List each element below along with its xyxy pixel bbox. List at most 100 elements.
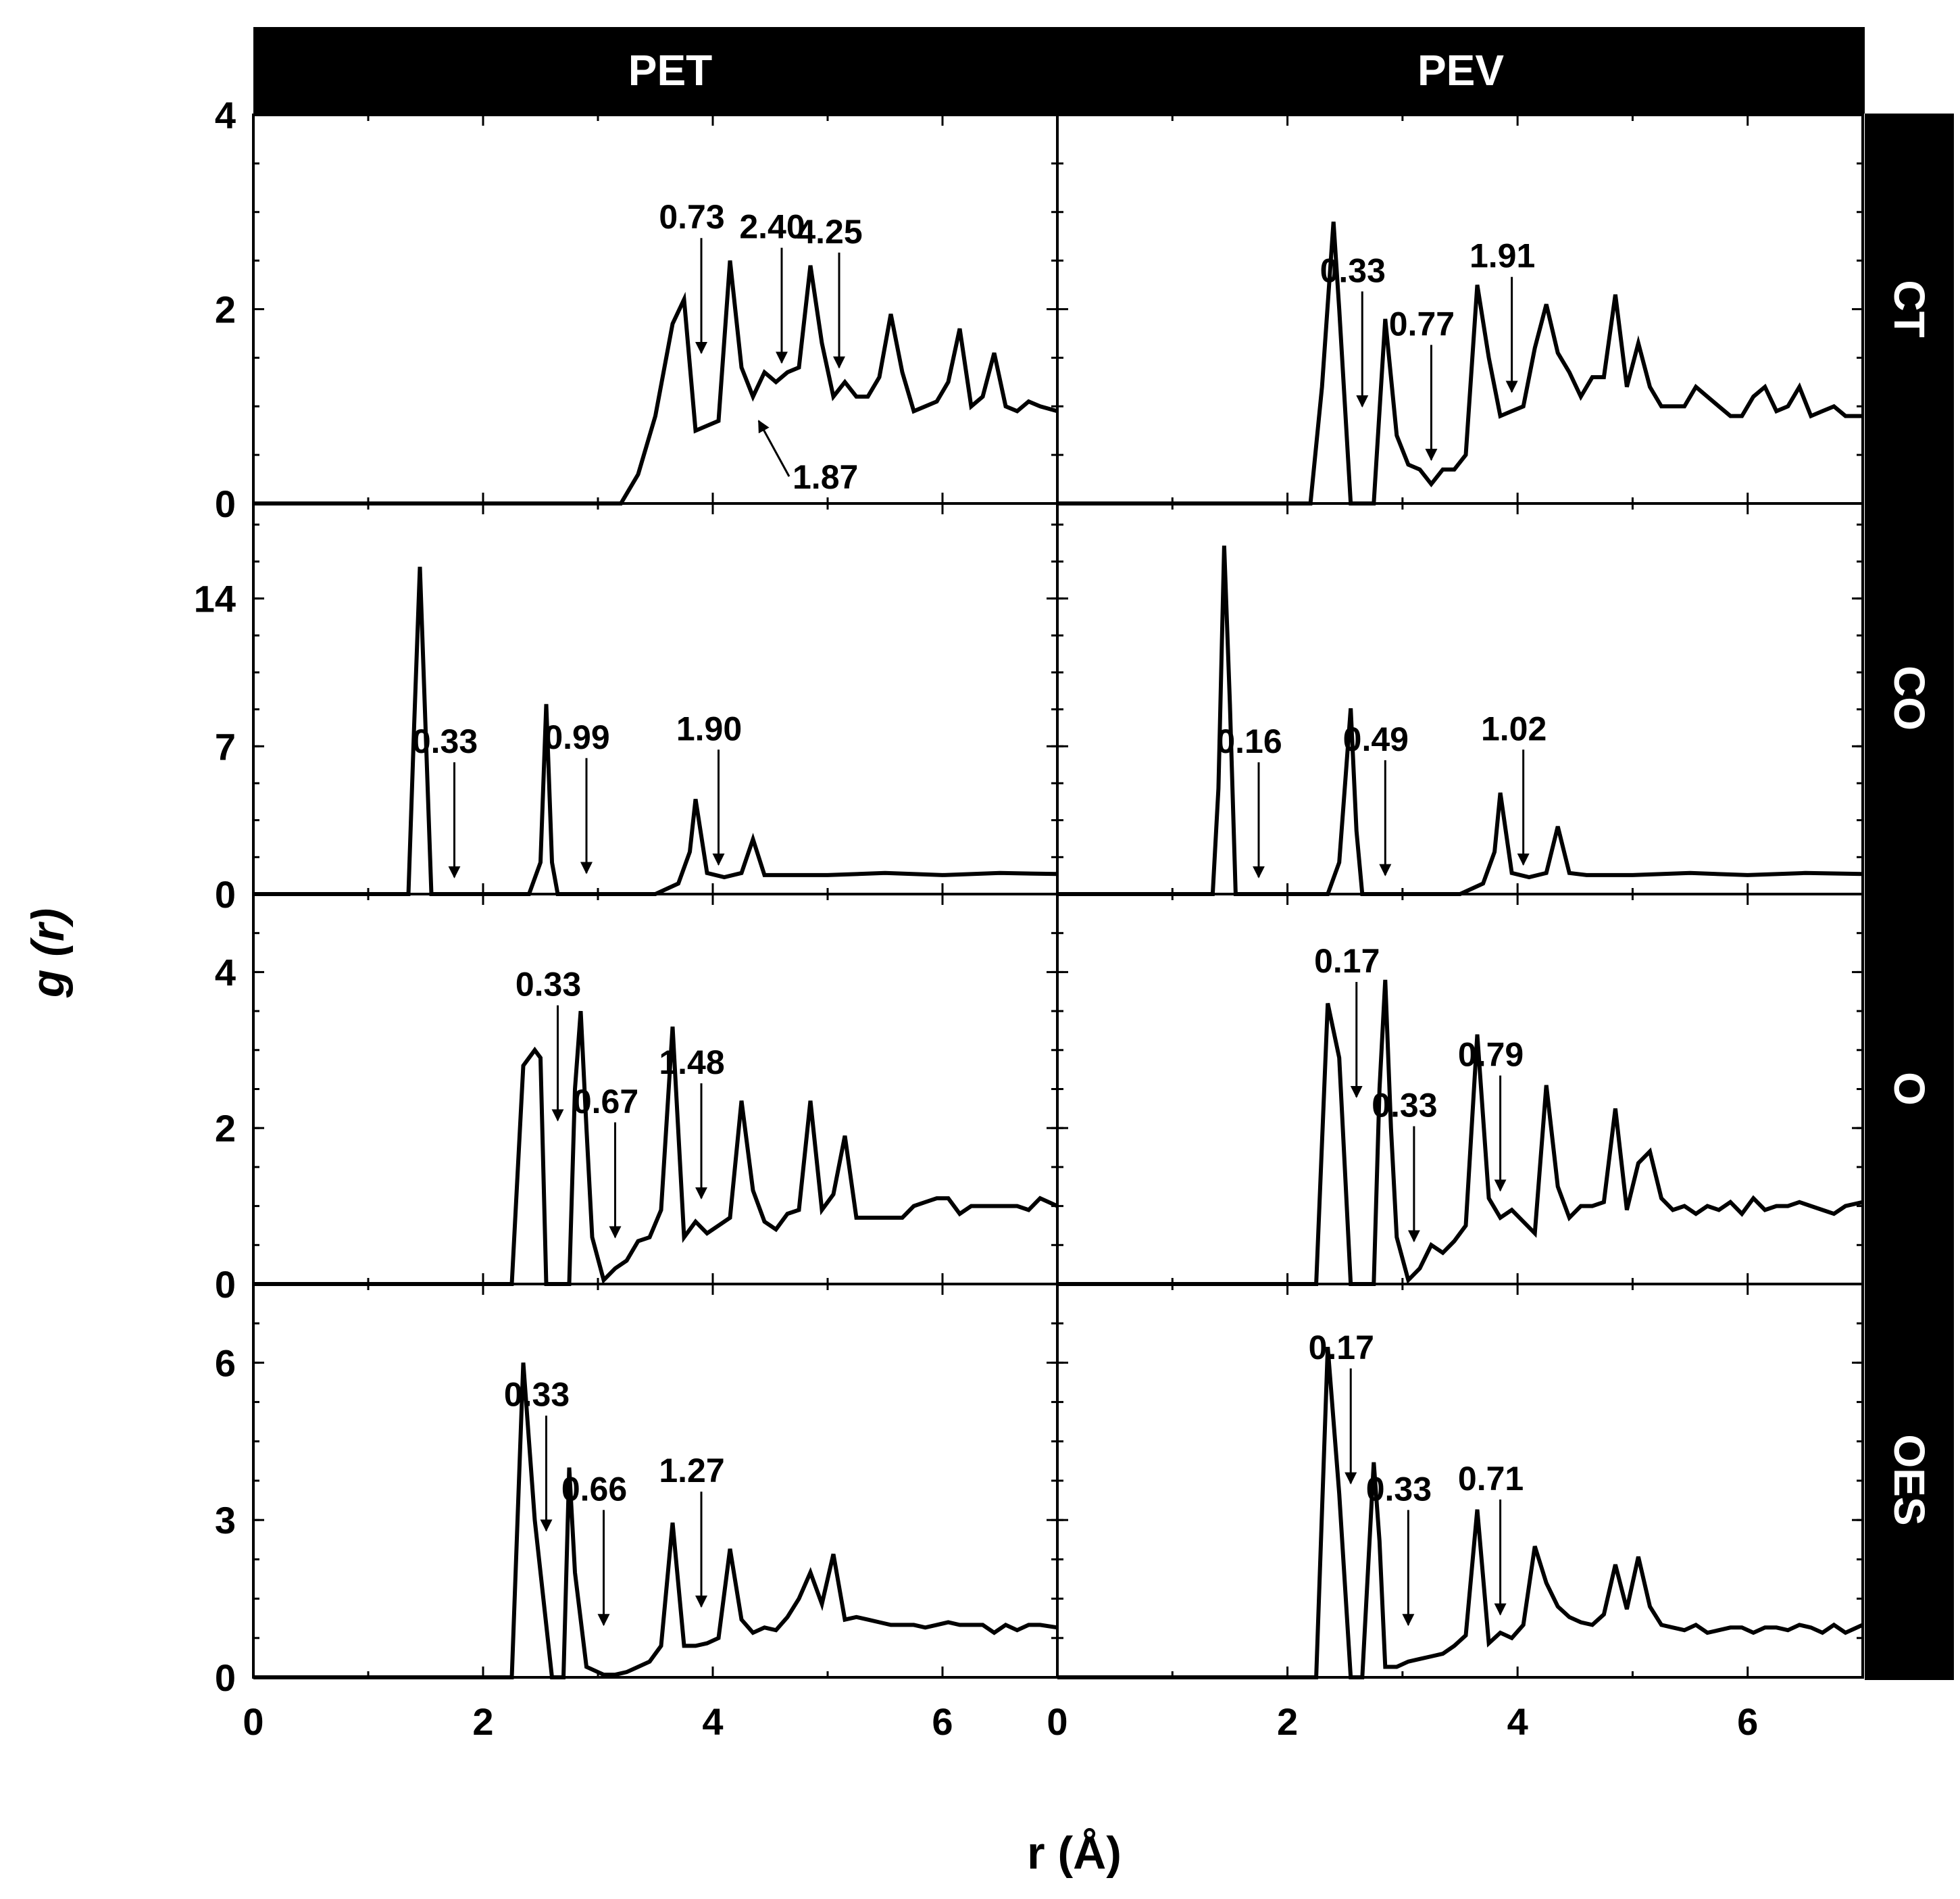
annotation: 0.73 — [659, 198, 725, 354]
annotation: 0.33 — [1366, 1470, 1432, 1627]
annotation-label: 1.02 — [1481, 710, 1547, 747]
y-tick-label: 2 — [215, 289, 236, 331]
annotation: 0.33 — [504, 1376, 570, 1532]
annotation-label: 4.25 — [797, 213, 862, 251]
annotation-label: 0.77 — [1389, 305, 1455, 343]
panel-pev-co: 0.16 0.49 1.02 — [1056, 502, 1864, 896]
y-tick-label: 0 — [215, 1263, 236, 1306]
annotation: 0.17 — [1309, 1329, 1374, 1485]
annotation: 0.17 — [1314, 942, 1380, 1098]
annotation: 1.48 — [659, 1043, 725, 1200]
x-tick-label: 2 — [472, 1700, 493, 1743]
annotation: 0.99 — [544, 718, 610, 874]
panel-pev-o: 0.17 0.33 0.79 — [1056, 893, 1864, 1286]
annotation: 0.33 — [1320, 251, 1386, 408]
annotation: 0.79 — [1458, 1036, 1524, 1192]
annotation-arrow — [757, 420, 790, 477]
panel-pet-oes: 0 3 6 0 2 4 6 0.33 0.66 1.27 — [215, 1283, 1059, 1743]
row-header-ct-group: CT — [1885, 280, 1934, 337]
x-tick-label: 6 — [932, 1700, 953, 1743]
annotation-label: 0.33 — [412, 722, 478, 760]
y-tick-label: 0 — [215, 483, 236, 525]
rdf-curve — [253, 1362, 1058, 1679]
annotation: 4.25 — [797, 213, 863, 369]
x-tick-label: 4 — [702, 1700, 723, 1743]
annotation-label: 0.33 — [1372, 1087, 1437, 1125]
panel-pet-ct: 0 2 4 0.73 2.404.25 1.87 — [215, 94, 1059, 525]
annotation: 0.66 — [561, 1470, 627, 1627]
y-tick-label: 0 — [215, 873, 236, 916]
annotation-label: 0.71 — [1458, 1460, 1524, 1498]
annotation: 0.71 — [1458, 1460, 1524, 1616]
annotation: 1.87 — [757, 420, 858, 496]
rdf-curve — [1057, 221, 1863, 505]
x-tick-label: 0 — [243, 1700, 263, 1743]
rdf-curve — [1057, 1346, 1864, 1679]
row-header-strip — [1865, 114, 1954, 1680]
annotation: 0.49 — [1343, 720, 1409, 877]
annotation-label: 0.16 — [1216, 722, 1282, 760]
annotation-label: 0.99 — [544, 718, 609, 756]
row-header-co: CO — [1885, 666, 1934, 731]
row-header-oes-group: OES — [1885, 1434, 1934, 1525]
y-tick-label: 0 — [215, 1656, 236, 1699]
x-tick-label: 2 — [1277, 1700, 1298, 1743]
x-tick-label: 0 — [1047, 1700, 1067, 1743]
annotation: 0.67 — [573, 1083, 638, 1239]
annotation-label: 0.33 — [504, 1376, 570, 1414]
column-header-pev: PEV — [1417, 46, 1504, 95]
y-tick-label: 4 — [215, 951, 236, 993]
annotation: 0.33 — [516, 966, 581, 1122]
rdf-curve — [1057, 979, 1863, 1286]
y-tick-label: 4 — [215, 94, 236, 137]
y-tick-label: 14 — [194, 578, 236, 620]
annotation: 2.40 — [739, 208, 805, 364]
y-tick-label: 3 — [215, 1499, 236, 1542]
y-tick-label: 2 — [215, 1107, 236, 1150]
row-header-ct: CT — [1885, 280, 1934, 337]
column-header-pet: PET — [628, 46, 712, 95]
y-tick-label: 7 — [215, 725, 236, 768]
annotation-label: 0.73 — [659, 198, 724, 236]
annotation-label: 0.49 — [1343, 720, 1409, 758]
annotation: 1.91 — [1469, 237, 1535, 393]
row-header-co-group: CO — [1885, 666, 1934, 731]
annotation-label: 0.67 — [573, 1083, 638, 1120]
annotation: 0.77 — [1389, 305, 1455, 462]
annotation-label: 0.33 — [1320, 251, 1386, 289]
x-tick-label: 6 — [1737, 1700, 1758, 1743]
annotation-label: 1.91 — [1469, 237, 1535, 275]
y-axis-title: g (r) — [22, 908, 74, 998]
annotation-label: 0.33 — [1366, 1470, 1432, 1508]
annotation: 1.27 — [659, 1452, 725, 1608]
y-tick-label: 6 — [215, 1341, 236, 1384]
column-header-strip — [253, 27, 1865, 114]
annotation-label: 0.17 — [1314, 942, 1380, 980]
annotation-label: 0.33 — [516, 966, 581, 1004]
row-header-o: O — [1885, 1072, 1934, 1106]
annotation-label: 1.87 — [793, 458, 858, 496]
annotation-label: 1.90 — [676, 710, 742, 747]
rdf-curve — [1057, 545, 1863, 896]
annotation-label: 1.27 — [659, 1452, 724, 1489]
annotation: 1.02 — [1481, 710, 1547, 866]
annotation-label: 1.48 — [659, 1043, 724, 1081]
panel-pev-oes: 0 2 4 6 0.17 0.33 0.71 — [1047, 1283, 1864, 1743]
x-axis-title: r (Å) — [1027, 1827, 1122, 1879]
annotation: 0.33 — [1372, 1087, 1438, 1243]
annotation-label: 0.79 — [1458, 1036, 1524, 1074]
y-axis-title-group: g (r) — [22, 908, 74, 998]
rdf-curve — [253, 260, 1058, 505]
annotation: 0.16 — [1216, 722, 1282, 879]
row-header-oes: OES — [1885, 1434, 1934, 1525]
annotation: 1.90 — [676, 710, 742, 866]
annotation-label: 2.40 — [739, 208, 805, 246]
annotation: 0.33 — [412, 722, 478, 879]
rdf-curve — [253, 1010, 1059, 1286]
panel-pet-o: 0 2 4 0.33 0.67 1.48 — [215, 893, 1059, 1306]
annotation-label: 0.66 — [561, 1470, 627, 1508]
annotation-label: 0.17 — [1309, 1329, 1374, 1366]
